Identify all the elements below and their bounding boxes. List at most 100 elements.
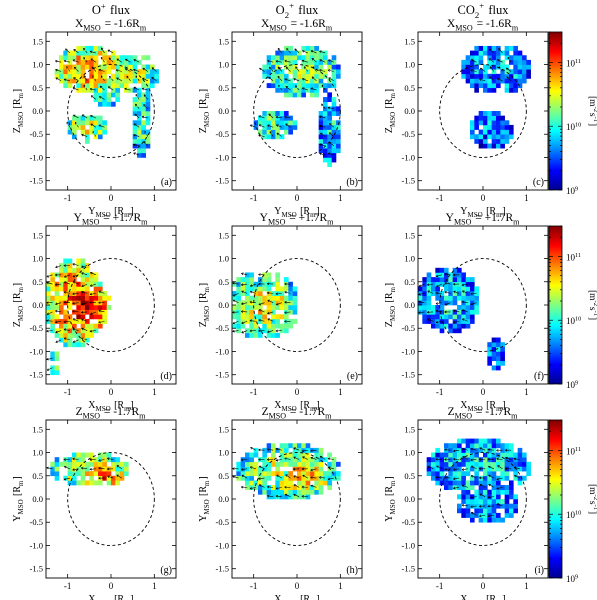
flux-cell: [504, 134, 510, 140]
flux-cells: [46, 258, 112, 376]
flux-cell: [63, 55, 68, 61]
arrow-head: [489, 48, 492, 51]
flux-cell: [327, 64, 332, 70]
flux-cell: [465, 438, 471, 444]
flux-cell: [145, 106, 151, 112]
flux-cell: [80, 291, 86, 297]
velocity-arrow: [72, 318, 79, 322]
flux-cell: [80, 120, 86, 126]
colorbar-gradient: [548, 419, 563, 579]
arrow-head: [63, 301, 66, 304]
flux-cell: [275, 83, 280, 89]
arrow-head: [489, 76, 492, 79]
velocity-arrow: [99, 96, 105, 100]
flux-cell: [478, 59, 484, 65]
flux-cell: [478, 443, 484, 449]
flux-cell: [478, 508, 484, 514]
arrow-head: [98, 301, 101, 305]
flux-cell: [102, 87, 107, 93]
flux-cell: [448, 309, 453, 315]
flux-cell: [266, 134, 272, 140]
flux-cell: [253, 295, 259, 301]
arrow-head: [81, 272, 84, 275]
flux-cell: [297, 87, 302, 93]
flux-cell: [465, 318, 471, 324]
flux-cell: [145, 87, 151, 93]
flux-cell: [72, 55, 77, 61]
velocity-arrow: [461, 468, 468, 471]
velocity-arrow: [418, 283, 425, 287]
flux-cell: [439, 295, 445, 301]
flux-cell: [314, 466, 319, 472]
flux-cell: [115, 466, 120, 472]
y-tick-label: -1.5: [402, 176, 415, 186]
x-tick-label: 1: [338, 581, 343, 591]
flux-cell: [137, 138, 142, 144]
flux-cell: [119, 466, 125, 472]
arrow-head: [479, 447, 482, 450]
velocity-arrow: [462, 290, 468, 294]
arrow-head: [250, 447, 253, 450]
flux-cell: [491, 124, 497, 130]
velocity-arrow: [232, 282, 239, 285]
flux-cell: [67, 73, 73, 79]
x-tick-label: 0: [481, 581, 486, 591]
velocity-arrow: [134, 123, 140, 128]
velocity-arrow: [470, 475, 477, 479]
flux-cell: [59, 300, 64, 306]
arrow-head: [284, 78, 287, 81]
flux-cell: [102, 305, 107, 310]
flux-cell: [418, 305, 423, 310]
flux-cell: [124, 78, 129, 84]
y-tick-label: -1.5: [30, 176, 43, 186]
flux-cell: [266, 272, 272, 278]
flux-cell: [284, 78, 289, 84]
arrow-head: [479, 514, 482, 518]
velocity-arrow: [72, 87, 79, 91]
flux-cell: [297, 69, 302, 75]
flux-cell: [111, 64, 116, 70]
velocity-arrow: [489, 48, 495, 54]
arrow-head: [435, 320, 439, 324]
flux-cell: [465, 69, 471, 75]
velocity-arrow: [72, 339, 79, 343]
flux-cell: [297, 489, 302, 495]
flux-cell: [132, 106, 138, 112]
flux-cell: [89, 480, 94, 486]
flux-cell: [474, 452, 479, 458]
x-tick-label: -1: [250, 387, 258, 397]
flux-cell: [232, 295, 237, 301]
flux-cell: [102, 101, 107, 107]
y-tick-label: 1.5: [404, 424, 415, 434]
arrow-head: [505, 456, 508, 460]
colorbar-tick-label: 1011: [566, 446, 582, 457]
flux-cell: [297, 475, 302, 481]
flux-cell: [67, 457, 73, 463]
x-tick-label: 1: [338, 387, 343, 397]
flux-cell: [46, 286, 51, 292]
flux-cell: [279, 87, 285, 93]
flux-cell: [279, 111, 285, 116]
flux-cell: [132, 78, 138, 84]
y-tick-label: -1.0: [402, 346, 415, 356]
flux-cell: [448, 480, 453, 486]
flux-cell: [426, 300, 432, 306]
flux-cell: [85, 480, 90, 486]
y-tick-label: -0.5: [30, 129, 43, 139]
flux-cell: [249, 281, 254, 287]
flux-cell: [46, 291, 51, 297]
flux-cell: [258, 485, 263, 491]
flux-cell: [318, 138, 324, 144]
flux-cell: [54, 351, 60, 357]
panel-label: (h): [346, 565, 358, 576]
flux-cell: [483, 512, 488, 518]
velocity-arrow: [232, 299, 239, 303]
velocity-arrow: [258, 477, 265, 480]
flux-cell: [504, 78, 510, 84]
y-tick-label: -0.5: [216, 129, 229, 139]
flux-cell: [275, 64, 280, 70]
flux-cell: [474, 87, 479, 93]
velocity-arrow: [267, 299, 274, 303]
flux-cell: [249, 323, 254, 329]
arrow-head: [232, 310, 235, 314]
